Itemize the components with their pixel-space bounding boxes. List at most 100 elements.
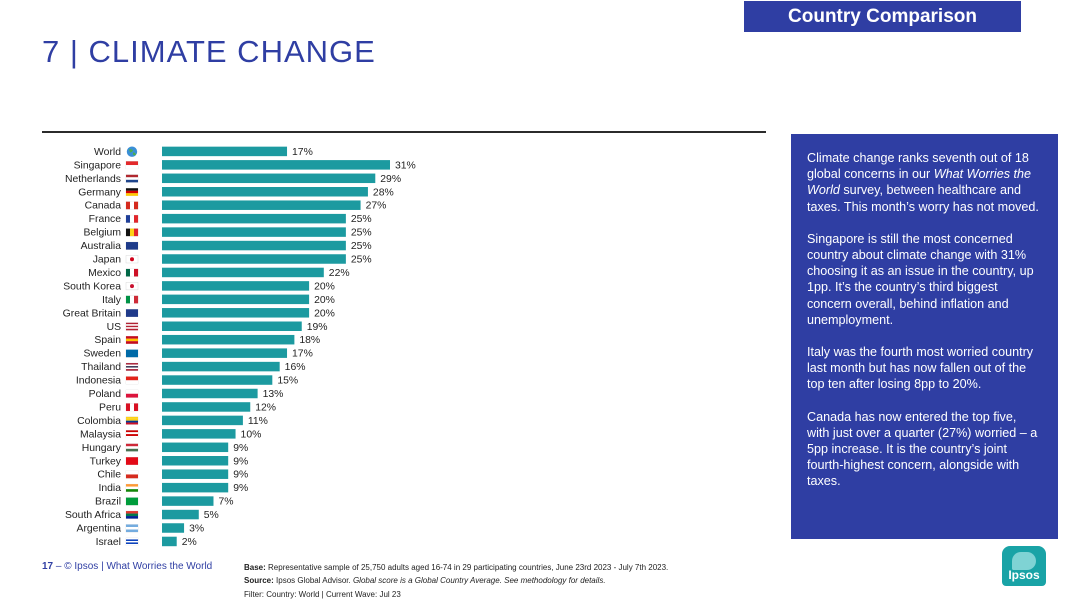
flag-brazil-icon <box>125 497 139 506</box>
value-label-japan: 25% <box>351 255 372 266</box>
category-label-india: India <box>98 483 121 494</box>
flag-canada-icon <box>125 201 139 210</box>
page-title: 7 | CLIMATE CHANGE <box>42 34 376 69</box>
category-label-italy: Italy <box>102 295 122 306</box>
value-label-great-britain: 20% <box>314 308 335 319</box>
value-label-israel: 2% <box>182 537 197 548</box>
footer-credit: 17 – © Ipsos | What Worries the World <box>42 561 213 572</box>
category-label-canada: Canada <box>85 201 122 212</box>
value-label-south-africa: 5% <box>204 510 219 521</box>
flag-south-korea-icon <box>125 282 139 291</box>
value-label-italy: 20% <box>314 295 335 306</box>
category-label-israel: Israel <box>96 537 121 548</box>
category-label-brazil: Brazil <box>95 497 121 508</box>
value-label-south-korea: 20% <box>314 281 335 292</box>
value-label-australia: 25% <box>351 241 372 252</box>
value-label-brazil: 7% <box>218 497 233 508</box>
title-divider <box>42 131 766 133</box>
category-label-us: US <box>107 322 122 333</box>
flag-australia-icon <box>125 241 139 250</box>
value-label-france: 25% <box>351 214 372 225</box>
category-label-poland: Poland <box>89 389 122 400</box>
value-label-argentina: 3% <box>189 524 204 535</box>
value-label-mexico: 22% <box>329 268 350 279</box>
value-label-world: 17% <box>292 147 313 158</box>
value-label-malaysia: 10% <box>241 429 262 440</box>
flag-turkey-icon <box>125 457 139 465</box>
bar-italy <box>162 294 310 305</box>
logo-text: Ipsos <box>1008 568 1040 582</box>
flag-india-icon <box>125 483 139 492</box>
ipsos-logo: Ipsos <box>1002 546 1046 586</box>
bar-brazil <box>162 496 214 506</box>
flag-malaysia-icon <box>125 430 139 439</box>
category-label-hungary: Hungary <box>82 443 122 454</box>
value-label-singapore: 31% <box>395 160 416 171</box>
category-label-argentina: Argentina <box>77 524 122 535</box>
footnotes: Base: Representative sample of 25,750 ad… <box>244 561 668 601</box>
flag-italy-icon <box>125 295 139 304</box>
value-label-turkey: 9% <box>233 456 248 467</box>
bar-japan <box>162 254 346 264</box>
value-label-thailand: 16% <box>285 362 306 373</box>
flag-colombia-icon <box>125 416 139 425</box>
bar-mexico <box>162 267 324 278</box>
flag-france-icon <box>125 214 139 223</box>
bar-israel <box>162 536 177 547</box>
bar-india <box>162 482 229 493</box>
bar-colombia <box>162 415 243 426</box>
category-label-japan: Japan <box>93 255 122 266</box>
bar-peru <box>162 402 251 412</box>
filter-note: Filter: Country: World | Current Wave: J… <box>244 590 401 599</box>
value-label-poland: 13% <box>263 389 284 400</box>
value-label-hungary: 9% <box>233 443 248 454</box>
bar-hungary <box>162 442 229 453</box>
flag-singapore-icon <box>125 161 139 170</box>
commentary-paragraph-2: Singapore is still the most concerned co… <box>807 231 1034 327</box>
section-tag: Country Comparison <box>744 1 1021 32</box>
bar-chart: World 17% Singapore 31% Netherlands 29% German… <box>63 146 416 548</box>
flag-sweden-icon <box>125 349 139 358</box>
bar-australia <box>162 240 346 251</box>
commentary-paragraph-3: Italy was the fourth most worried countr… <box>807 345 1034 392</box>
bar-south-korea <box>162 281 310 291</box>
value-label-chile: 9% <box>233 470 248 481</box>
category-label-peru: Peru <box>99 402 121 413</box>
bar-world <box>162 146 288 157</box>
value-label-belgium: 25% <box>351 228 372 239</box>
flag-germany-icon <box>125 188 139 196</box>
page-number: 17 <box>42 561 54 572</box>
category-label-south-korea: South Korea <box>63 281 121 292</box>
category-label-mexico: Mexico <box>88 268 121 279</box>
bar-malaysia <box>162 429 236 439</box>
category-label-germany: Germany <box>78 187 122 198</box>
bar-poland <box>162 388 258 399</box>
flag-south-africa-icon <box>125 510 139 519</box>
bar-netherlands <box>162 173 376 184</box>
category-label-colombia: Colombia <box>77 416 121 427</box>
category-label-netherlands: Netherlands <box>65 174 121 185</box>
flag-israel-icon <box>125 537 139 546</box>
value-label-netherlands: 29% <box>380 174 401 185</box>
copyright-text: © Ipsos | What Worries the World <box>64 561 213 572</box>
bar-sweden <box>162 348 288 358</box>
category-label-malaysia: Malaysia <box>80 429 121 440</box>
globe-icon <box>126 146 138 157</box>
value-label-colombia: 11% <box>248 416 268 427</box>
category-label-world: World <box>94 147 121 158</box>
commentary-paragraph-4: Canada has now entered the top five, wit… <box>807 409 1038 489</box>
commentary-panel: Climate change ranks seventh out of 18 g… <box>791 134 1058 539</box>
flag-belgium-icon <box>125 228 139 237</box>
bar-us <box>162 321 302 331</box>
flag-chile-icon <box>125 470 139 479</box>
logo-mark-icon <box>1012 552 1036 570</box>
flag-peru-icon <box>125 403 139 412</box>
bar-indonesia <box>162 375 273 385</box>
bar-canada <box>162 200 361 210</box>
category-label-thailand: Thailand <box>81 362 121 373</box>
flag-thailand-icon <box>125 362 139 371</box>
value-label-germany: 28% <box>373 187 394 198</box>
flag-poland-icon <box>125 389 139 398</box>
category-label-singapore: Singapore <box>74 160 122 171</box>
base-note: Base: Representative sample of 25,750 ad… <box>244 563 669 572</box>
